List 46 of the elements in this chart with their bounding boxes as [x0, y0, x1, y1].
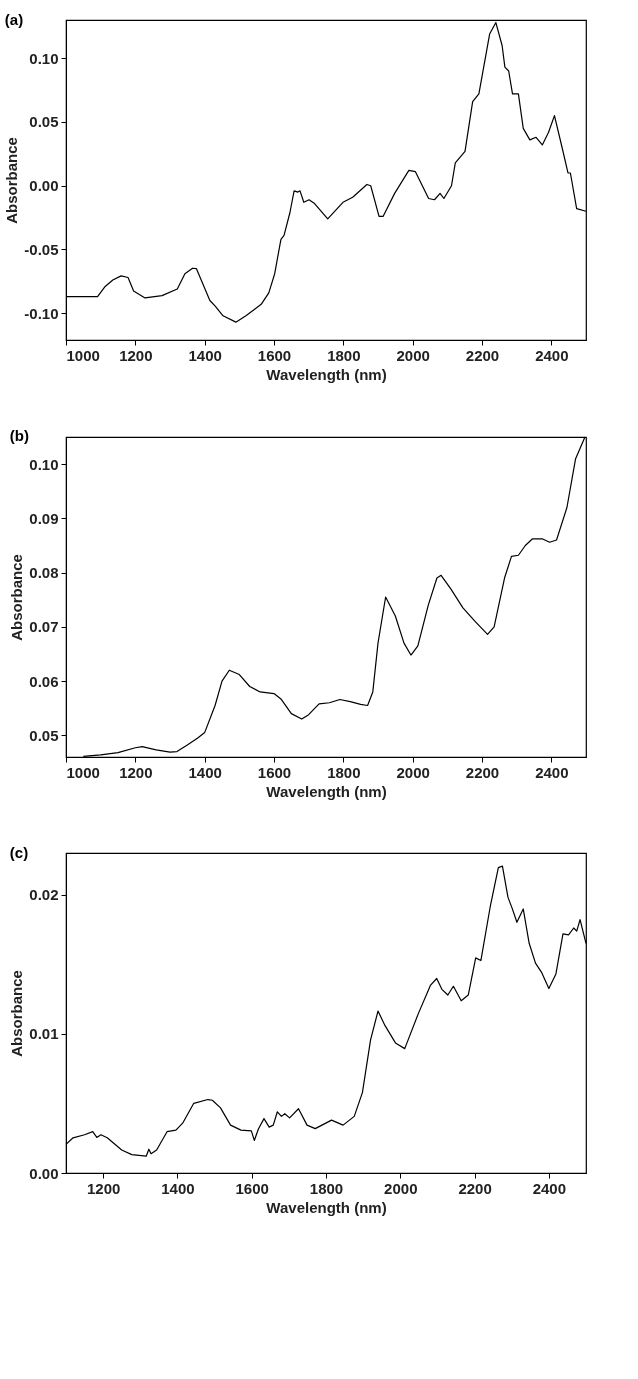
chart-title: (c): [9, 844, 29, 861]
x-tick-label: 1400: [161, 1179, 195, 1197]
y-tick-label: 0.07: [29, 618, 59, 636]
x-tick-label: 1600: [235, 1179, 269, 1197]
y-tick-label: 0.09: [29, 509, 59, 527]
y-tick-label: 0.08: [29, 564, 59, 582]
chart-title: (b): [9, 427, 29, 445]
y-tick-label: -0.10: [24, 304, 59, 322]
y-tick-label: 0.05: [29, 113, 59, 131]
x-tick-label: 1000: [66, 763, 100, 781]
y-tick-label: 0.05: [29, 726, 59, 744]
x-tick-label: 2400: [535, 763, 569, 781]
x-tick-label: 2400: [532, 1179, 567, 1197]
y-tick-label: 0.02: [29, 886, 59, 904]
x-tick-label: 1200: [86, 1179, 121, 1197]
x-tick-label: 2000: [396, 346, 430, 364]
x-tick-label: 2200: [465, 763, 500, 781]
x-axis-title: Wavelength (nm): [266, 1198, 387, 1216]
x-tick-label: 2000: [384, 1179, 418, 1197]
y-tick-label: 0.01: [29, 1025, 59, 1043]
x-tick-label: 1200: [119, 763, 153, 781]
x-tick-label: 1800: [327, 346, 361, 364]
y-tick-label: 0.00: [29, 177, 59, 195]
y-tick-label: 0.00: [29, 1164, 59, 1182]
x-tick-label: 1800: [309, 1179, 344, 1197]
x-tick-label: 2400: [535, 346, 569, 364]
y-tick-label: 0.10: [29, 49, 59, 67]
chart-title: (a): [4, 11, 24, 28]
y-tick-label: 0.06: [29, 672, 59, 690]
y-axis-title: Absorbance: [8, 970, 26, 1057]
x-tick-label: 1600: [257, 763, 292, 781]
x-tick-label: 1800: [327, 763, 361, 781]
x-tick-label: 1000: [66, 346, 100, 364]
x-tick-label: 1400: [188, 346, 222, 364]
x-tick-label: 1600: [257, 346, 292, 364]
x-tick-label: 1200: [119, 346, 153, 364]
x-tick-label: 1400: [188, 763, 222, 781]
x-tick-label: 2200: [465, 346, 500, 364]
x-tick-label: 2200: [458, 1179, 492, 1197]
y-tick-label: -0.05: [24, 240, 59, 258]
x-axis-title: Wavelength (nm): [266, 365, 387, 383]
y-axis-title: Absorbance: [3, 137, 21, 224]
y-tick-label: 0.10: [29, 455, 59, 473]
x-axis-title: Wavelength (nm): [266, 782, 387, 800]
y-axis-title: Absorbance: [8, 554, 26, 641]
x-tick-label: 2000: [396, 763, 430, 781]
